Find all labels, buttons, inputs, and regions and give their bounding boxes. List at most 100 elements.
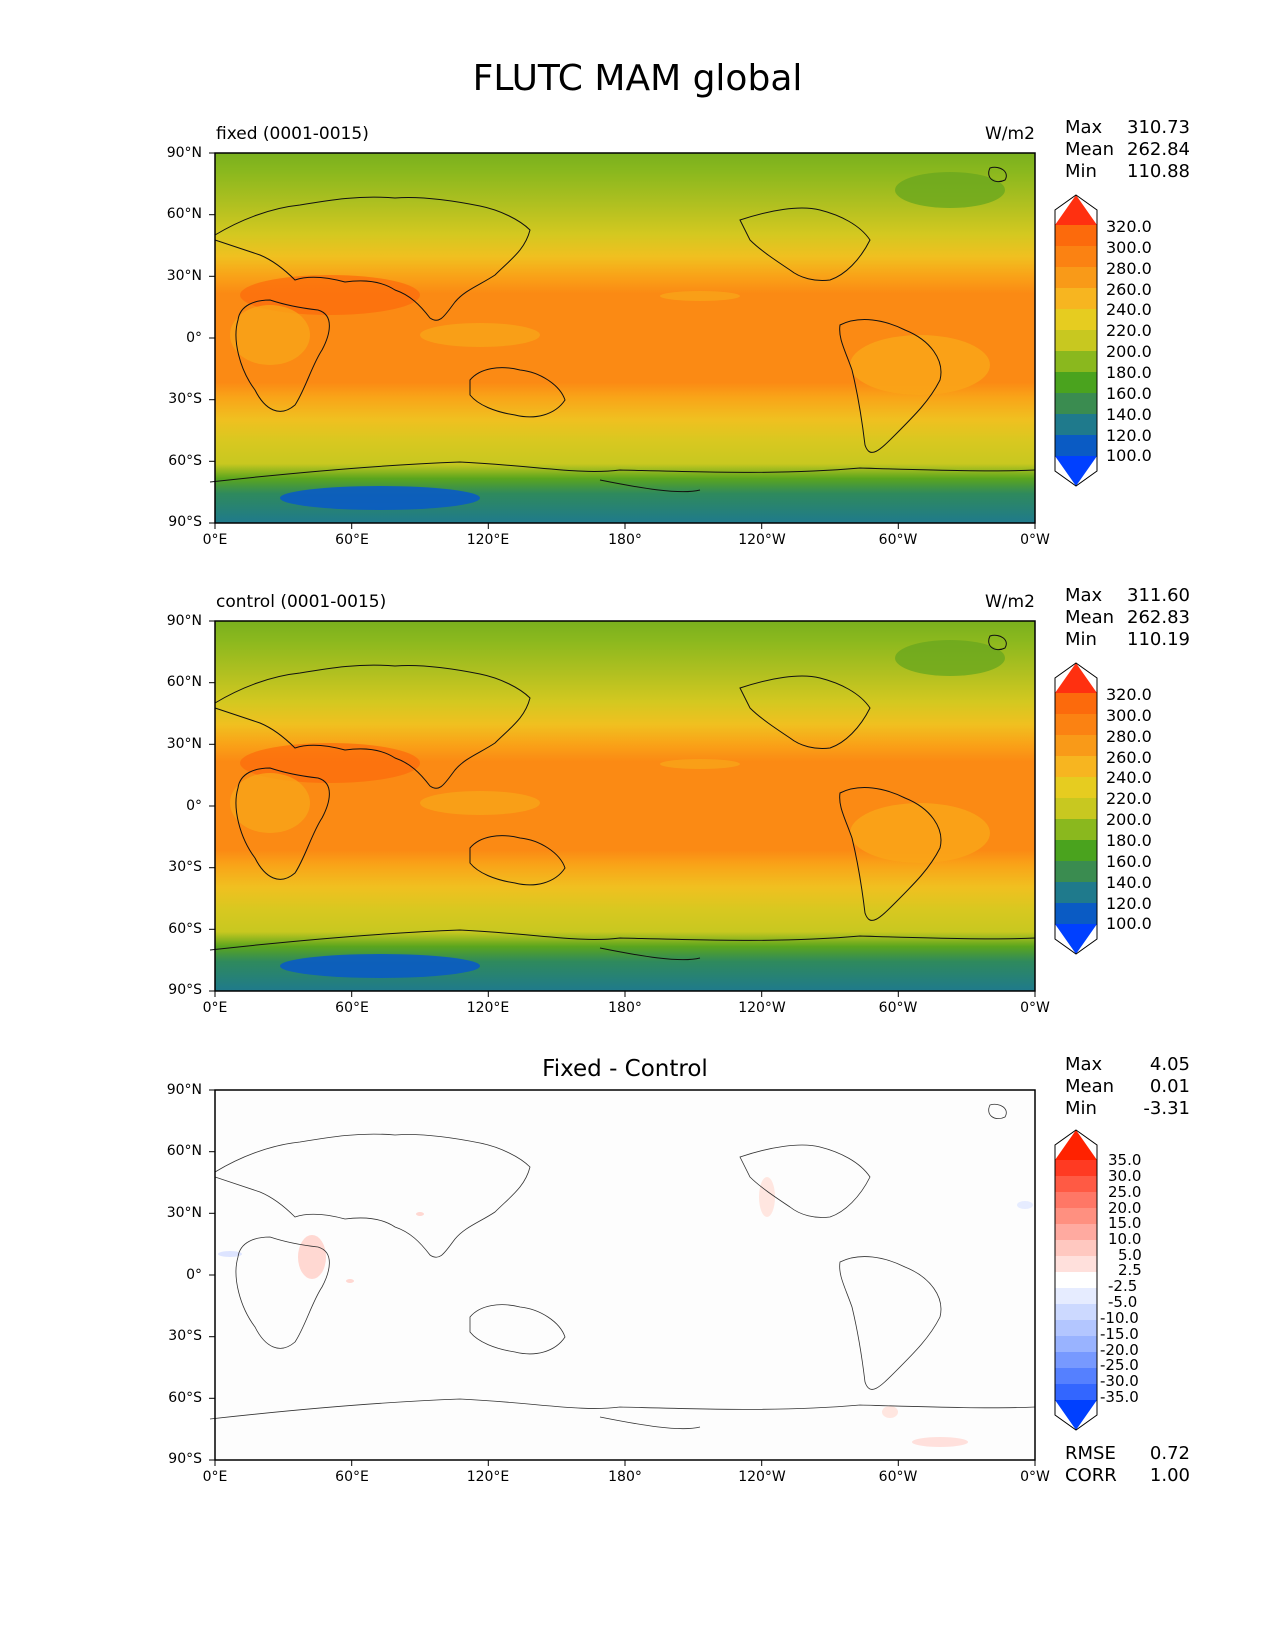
colorbar-tick: 180.0 bbox=[1106, 831, 1152, 850]
lat-tick: 30°S bbox=[168, 859, 202, 875]
lat-tick: 90°S bbox=[168, 514, 202, 530]
panel-units: W/m2 bbox=[985, 124, 1035, 144]
panel-difference: Fixed - Control Max 4.05 Mean 0.01 Min -… bbox=[0, 1047, 1275, 1517]
colorbar-difference bbox=[1054, 1129, 1098, 1431]
colorbar-tick: 220.0 bbox=[1106, 789, 1152, 808]
colorbar-tick: 320.0 bbox=[1106, 685, 1152, 704]
mean-label: Mean bbox=[1065, 1076, 1115, 1097]
mean-value: 0.01 bbox=[1149, 1076, 1190, 1097]
lon-tick: 120°W bbox=[738, 1000, 786, 1016]
colorbar-tick: 160.0 bbox=[1106, 384, 1152, 403]
colorbar-tick: 220.0 bbox=[1106, 321, 1152, 340]
coastlines-fixed bbox=[209, 166, 1036, 493]
lon-tick: 120°E bbox=[466, 1000, 510, 1016]
colorbar-tick: 240.0 bbox=[1106, 300, 1152, 319]
min-label: Min bbox=[1065, 161, 1097, 182]
lon-tick: 0°W bbox=[1020, 532, 1050, 548]
lon-tick: 180° bbox=[608, 1469, 642, 1485]
panel-fixed: fixed (0001-0015) W/m2 Max 310.73 Mean 2… bbox=[0, 110, 1275, 580]
min-label: Min bbox=[1065, 1098, 1097, 1119]
colorbar-tick: -35.0 bbox=[1100, 1388, 1139, 1406]
lon-tick: 180° bbox=[608, 532, 642, 548]
lat-tick: 30°N bbox=[166, 1205, 202, 1221]
colorbar-tick: 100.0 bbox=[1106, 446, 1152, 465]
lon-tick: 120°W bbox=[738, 1469, 786, 1485]
min-value: 110.19 bbox=[1127, 629, 1190, 650]
max-label: Max bbox=[1065, 585, 1103, 606]
colorbar-tick: 100.0 bbox=[1106, 914, 1152, 933]
colorbar-tick: -15.0 bbox=[1100, 1325, 1139, 1343]
colorbar-tick: 140.0 bbox=[1106, 405, 1152, 424]
lon-tick: 0°E bbox=[202, 1469, 228, 1485]
colorbar-tick: 25.0 bbox=[1108, 1183, 1142, 1201]
colorbar-tick: 2.5 bbox=[1118, 1261, 1142, 1279]
lat-tick: 0° bbox=[186, 1267, 202, 1283]
mean-value: 262.83 bbox=[1127, 607, 1190, 628]
coastlines-control bbox=[209, 634, 1036, 961]
panel-label: control (0001-0015) bbox=[216, 592, 387, 612]
colorbar-tick: 260.0 bbox=[1106, 748, 1152, 767]
rmse-value: 0.72 bbox=[1149, 1443, 1190, 1464]
panel-label: fixed (0001-0015) bbox=[216, 124, 369, 144]
colorbar-tick: 15.0 bbox=[1108, 1214, 1142, 1232]
colorbar-control bbox=[1054, 662, 1098, 955]
mean-value: 262.84 bbox=[1127, 139, 1190, 160]
lon-tick: 60°E bbox=[335, 1000, 369, 1016]
lon-tick: 0°E bbox=[202, 1000, 228, 1016]
colorbar-tick: 120.0 bbox=[1106, 426, 1152, 445]
colorbar-tick: 160.0 bbox=[1106, 852, 1152, 871]
page-title: FLUTC MAM global bbox=[472, 58, 803, 99]
colorbar-tick: 280.0 bbox=[1106, 727, 1152, 746]
lat-tick: 90°N bbox=[166, 1082, 202, 1098]
min-value: 110.88 bbox=[1127, 161, 1190, 182]
colorbar-tick: 180.0 bbox=[1106, 363, 1152, 382]
colorbar-tick: -2.5 bbox=[1108, 1277, 1138, 1295]
lat-tick: 90°N bbox=[166, 145, 202, 161]
rmse-label: RMSE bbox=[1065, 1443, 1116, 1464]
colorbar-tick: 10.0 bbox=[1108, 1230, 1142, 1248]
coastlines-difference bbox=[209, 1103, 1036, 1430]
lon-tick: 60°E bbox=[335, 1469, 369, 1485]
colorbar-tick: 280.0 bbox=[1106, 259, 1152, 278]
colorbar-tick: 300.0 bbox=[1106, 706, 1152, 725]
lat-tick: 30°S bbox=[168, 1328, 202, 1344]
colorbar-tick: 35.0 bbox=[1108, 1151, 1142, 1169]
lon-tick: 0°W bbox=[1020, 1000, 1050, 1016]
corr-value: 1.00 bbox=[1149, 1465, 1190, 1486]
colorbar-tick: 300.0 bbox=[1106, 238, 1152, 257]
colorbar-tick: 240.0 bbox=[1106, 768, 1152, 787]
lon-tick: 120°W bbox=[738, 532, 786, 548]
lat-tick: 90°S bbox=[168, 1451, 202, 1467]
colorbar-fixed bbox=[1054, 194, 1098, 487]
max-label: Max bbox=[1065, 117, 1103, 138]
lat-tick: 90°N bbox=[166, 613, 202, 629]
lon-tick: 180° bbox=[608, 1000, 642, 1016]
colorbar-tick: -25.0 bbox=[1100, 1356, 1139, 1374]
max-value: 310.73 bbox=[1127, 117, 1190, 138]
lat-tick: 60°S bbox=[168, 1390, 202, 1406]
lat-tick: 0° bbox=[186, 330, 202, 346]
colorbar-tick: -5.0 bbox=[1108, 1293, 1138, 1311]
colorbar-tick: 260.0 bbox=[1106, 280, 1152, 299]
field-difference bbox=[215, 1090, 1035, 1460]
colorbar-tick: 30.0 bbox=[1108, 1167, 1142, 1185]
colorbar-tick: 120.0 bbox=[1106, 894, 1152, 913]
lat-tick: 60°S bbox=[168, 921, 202, 937]
colorbar-tick: 320.0 bbox=[1106, 217, 1152, 236]
lat-tick: 60°N bbox=[166, 206, 202, 222]
lon-tick: 60°W bbox=[878, 1469, 918, 1485]
mean-label: Mean bbox=[1065, 607, 1115, 628]
mean-label: Mean bbox=[1065, 139, 1115, 160]
lon-tick: 0°W bbox=[1020, 1469, 1050, 1485]
lon-tick: 60°W bbox=[878, 532, 918, 548]
max-value: 311.60 bbox=[1127, 585, 1190, 606]
max-value: 4.05 bbox=[1149, 1054, 1190, 1075]
lat-tick: 30°S bbox=[168, 391, 202, 407]
lat-tick: 60°N bbox=[166, 1143, 202, 1159]
map-fixed-svg bbox=[209, 152, 1098, 529]
min-label: Min bbox=[1065, 629, 1097, 650]
colorbar-tick: 20.0 bbox=[1108, 1199, 1142, 1217]
lat-tick: 30°N bbox=[166, 736, 202, 752]
difference-title: Fixed - Control bbox=[542, 1056, 708, 1082]
lon-tick: 120°E bbox=[466, 1469, 510, 1485]
